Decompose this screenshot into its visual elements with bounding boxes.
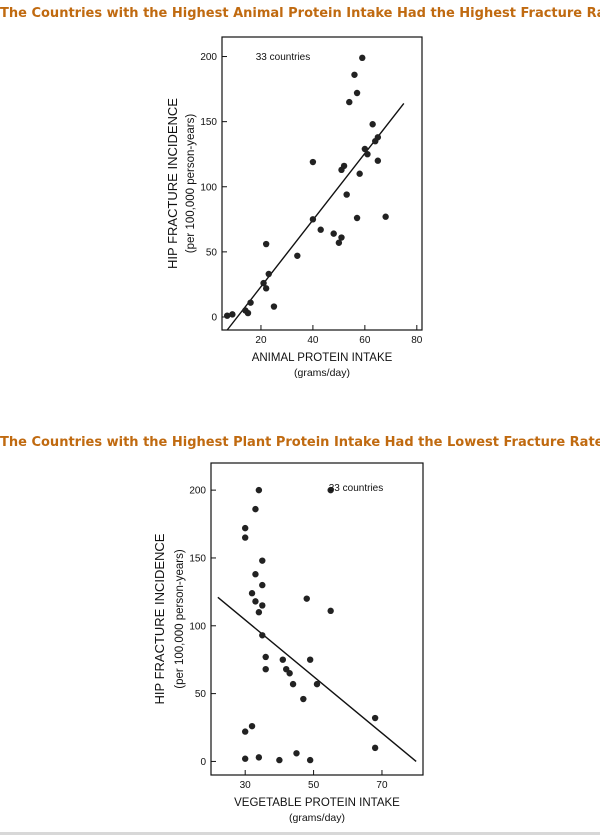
data-point [259, 557, 266, 564]
animal-protein-chart: 0 50 100 150 200 20 40 60 80 33 countries ANIMAL P… [165, 36, 423, 379]
x-axis-label: VEGETABLE PROTEIN INTAKE [234, 797, 400, 809]
data-point [330, 230, 337, 237]
data-point [353, 89, 361, 97]
data-point [241, 755, 249, 762]
y-axis-unit: (per 100,000 person-years) [185, 114, 197, 254]
data-point [359, 54, 366, 62]
chart-title-plant: The Countries with the Highest Plant Pro… [0, 435, 600, 450]
data-point [248, 722, 256, 730]
data-point [265, 270, 272, 278]
data-point [317, 226, 324, 233]
data-point [255, 486, 263, 494]
x-tick-label: 50 [308, 780, 320, 791]
data-point [241, 524, 249, 532]
y-tick-label: 0 [200, 757, 206, 768]
data-point [340, 162, 348, 170]
x-tick-label: 70 [376, 780, 388, 791]
plot-frame [210, 462, 424, 776]
x-axis-unit: (grams/day) [294, 367, 350, 379]
data-point [286, 670, 293, 677]
data-point [293, 750, 300, 757]
data-point [248, 590, 256, 597]
data-point [309, 216, 317, 223]
data-point [306, 656, 314, 663]
y-axis-label: HIP FRACTURE INCIDENCE [152, 533, 167, 704]
data-point [371, 744, 379, 752]
data-point [252, 505, 259, 513]
data-point [335, 239, 343, 246]
y-tick-label: 50 [195, 689, 207, 700]
trend-line [217, 596, 417, 762]
data-point [303, 595, 310, 602]
data-point [223, 312, 231, 319]
data-point [374, 157, 382, 164]
data-point [346, 98, 353, 106]
data-point [255, 754, 263, 761]
data-point [229, 311, 236, 318]
x-tick-label: 30 [240, 780, 252, 791]
y-axis-label: HIP FRACTURE INCIDENCE [165, 98, 180, 269]
y-tick-label: 200 [189, 486, 206, 497]
x-tick-label: 20 [255, 335, 267, 346]
data-point [353, 214, 361, 222]
x-tick-label: 60 [359, 335, 371, 346]
y-axis-unit: (per 100,000 person-years) [174, 549, 186, 689]
data-point [294, 252, 301, 259]
x-axis-unit: (grams/day) [289, 812, 345, 824]
x-tick-label: 80 [411, 335, 423, 346]
data-point [241, 728, 249, 735]
y-tick-label: 100 [200, 182, 217, 193]
x-axis-label: ANIMAL PROTEIN INTAKE [252, 352, 393, 364]
data-point [262, 665, 269, 673]
data-point [255, 609, 263, 616]
y-tick-label: 50 [206, 247, 218, 258]
annotation: 33 countries [329, 483, 383, 494]
data-point [382, 213, 389, 220]
data-point [351, 71, 358, 78]
data-point [262, 653, 269, 661]
y-tick-label: 200 [200, 52, 217, 63]
data-point [356, 170, 363, 177]
bottom-divider [0, 832, 600, 835]
data-point [372, 137, 379, 145]
data-point [262, 240, 270, 248]
data-point [338, 234, 345, 241]
data-point [247, 299, 254, 306]
data-point [276, 756, 283, 764]
data-point [262, 285, 270, 292]
data-point [369, 121, 376, 128]
y-tick-label: 150 [189, 553, 206, 564]
data-point [241, 534, 249, 541]
data-point [244, 309, 252, 317]
data-point [327, 607, 334, 615]
x-tick-label: 40 [307, 335, 319, 346]
data-point [361, 145, 369, 153]
data-point [364, 151, 371, 158]
data-point [279, 656, 287, 663]
data-point [300, 695, 307, 703]
annotation: 33 countries [256, 52, 310, 63]
data-point [309, 158, 317, 166]
plot-frame [221, 36, 423, 331]
data-point [259, 602, 266, 609]
data-point [259, 632, 266, 639]
chart-title-animal: The Countries with the Highest Animal Pr… [0, 6, 600, 21]
data-point [313, 680, 321, 688]
data-point [327, 486, 334, 494]
y-tick-label: 150 [200, 117, 217, 128]
y-tick-label: 0 [211, 312, 217, 323]
data-point [252, 598, 259, 605]
data-point [371, 714, 379, 722]
data-point [270, 303, 278, 310]
data-point [252, 571, 259, 578]
data-point [260, 279, 267, 287]
y-tick-label: 100 [189, 621, 206, 632]
data-point [343, 191, 350, 198]
data-point [289, 680, 297, 688]
data-point [259, 581, 266, 589]
data-point [306, 756, 314, 764]
